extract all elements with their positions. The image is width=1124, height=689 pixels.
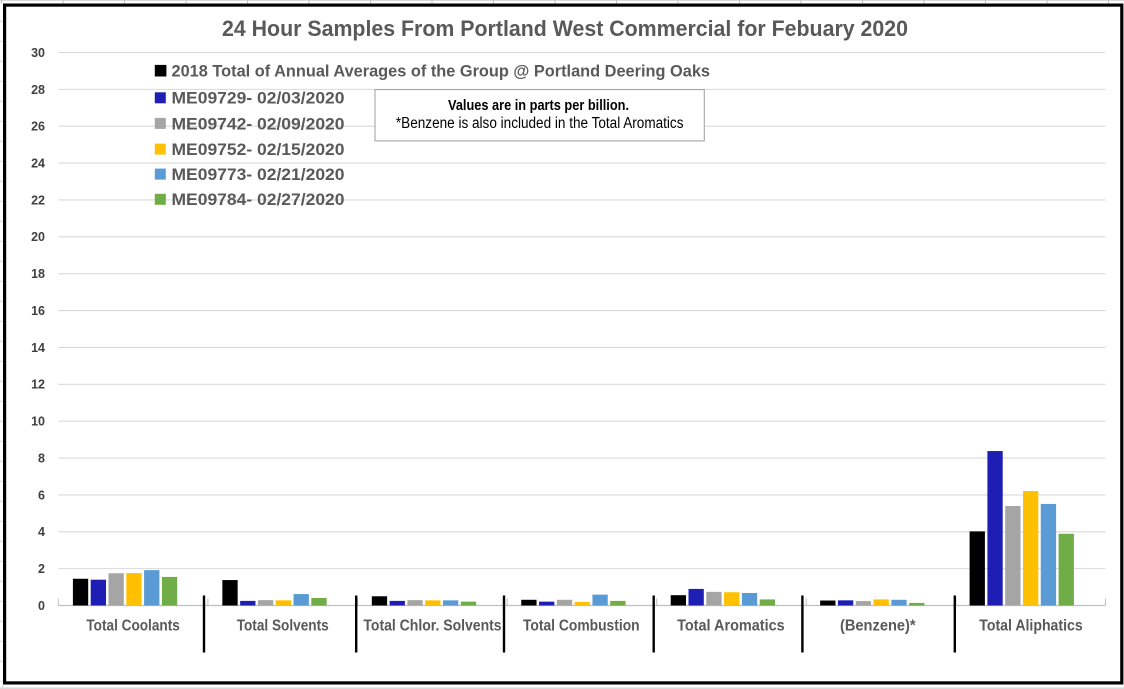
svg-text:Total Aliphatics: Total Aliphatics — [979, 617, 1082, 634]
svg-text:30: 30 — [31, 46, 45, 60]
svg-text:26: 26 — [31, 120, 45, 134]
svg-text:6: 6 — [38, 488, 45, 502]
svg-text:10: 10 — [31, 415, 45, 429]
svg-text:4: 4 — [38, 525, 45, 539]
svg-text:0: 0 — [38, 599, 45, 613]
svg-text:24 Hour Samples From Portland: 24 Hour Samples From Portland West Comme… — [222, 16, 908, 41]
svg-text:8: 8 — [38, 451, 45, 465]
svg-text:24: 24 — [31, 157, 45, 171]
svg-text:Total Solvents: Total Solvents — [237, 617, 329, 634]
svg-text:20: 20 — [31, 230, 45, 244]
svg-text:2: 2 — [38, 562, 45, 576]
svg-text:Total Coolants: Total Coolants — [86, 617, 179, 634]
svg-text:*Benzene is also included in t: *Benzene is also included in the Total A… — [396, 115, 684, 132]
svg-text:Total Chlor. Solvents: Total Chlor. Solvents — [363, 617, 501, 634]
svg-text:22: 22 — [31, 193, 45, 207]
svg-text:ME09784- 02/27/2020: ME09784- 02/27/2020 — [172, 190, 345, 209]
svg-text:28: 28 — [31, 83, 45, 97]
svg-text:Total Aromatics: Total Aromatics — [677, 617, 785, 634]
svg-text:(Benzene)*: (Benzene)* — [840, 617, 916, 634]
svg-text:16: 16 — [31, 304, 45, 318]
svg-text:ME09742- 02/09/2020: ME09742- 02/09/2020 — [172, 114, 345, 133]
svg-text:Values are in parts per billio: Values are in parts per billion. — [448, 98, 629, 114]
svg-text:ME09752- 02/15/2020: ME09752- 02/15/2020 — [172, 140, 345, 159]
svg-text:12: 12 — [31, 378, 45, 392]
svg-text:ME09729- 02/03/2020: ME09729- 02/03/2020 — [172, 89, 345, 108]
svg-text:2018 Total of Annual Averages: 2018 Total of Annual Averages of the Gro… — [172, 61, 711, 80]
svg-text:Total Combustion: Total Combustion — [523, 617, 640, 634]
svg-text:18: 18 — [31, 267, 45, 281]
svg-text:ME09773- 02/21/2020: ME09773- 02/21/2020 — [172, 165, 345, 184]
svg-text:14: 14 — [31, 341, 45, 355]
